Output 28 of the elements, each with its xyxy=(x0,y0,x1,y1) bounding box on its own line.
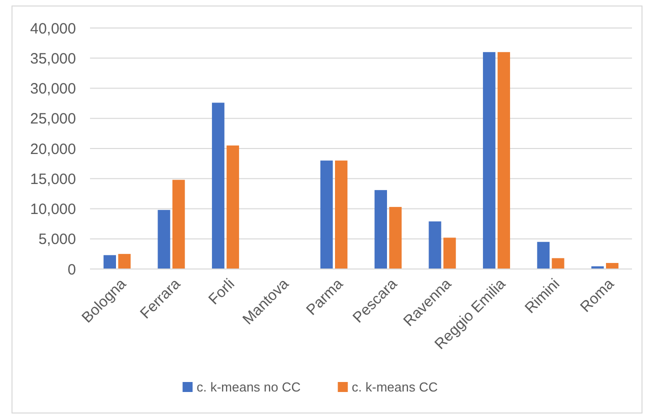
bar xyxy=(118,254,131,269)
y-tick-label: 0 xyxy=(68,261,76,278)
bar xyxy=(606,262,618,269)
bar xyxy=(320,160,333,269)
y-tick-label: 20,000 xyxy=(30,140,76,158)
bar xyxy=(537,242,550,269)
bar xyxy=(443,238,456,269)
y-tick-label: 30,000 xyxy=(30,80,76,98)
y-tick-label: 15,000 xyxy=(30,170,76,188)
bar xyxy=(389,206,402,269)
bar xyxy=(172,180,185,269)
bar xyxy=(374,190,387,269)
y-tick-label: 5,000 xyxy=(38,231,76,248)
bar xyxy=(428,221,442,269)
y-tick-label: 10,000 xyxy=(30,201,76,218)
y-tick-label: 40,000 xyxy=(30,20,76,38)
y-tick-label: 35,000 xyxy=(30,50,76,68)
bar xyxy=(226,145,240,269)
bar xyxy=(104,255,116,269)
bar xyxy=(552,258,564,269)
bar xyxy=(482,52,496,269)
bar xyxy=(212,102,224,269)
legend-label: c. k-means CC xyxy=(352,380,438,395)
bar xyxy=(158,210,170,269)
legend-label: c. k-means no CC xyxy=(196,380,301,395)
bar xyxy=(335,160,348,269)
bar xyxy=(498,52,510,269)
y-tick-label: 25,000 xyxy=(30,110,76,128)
